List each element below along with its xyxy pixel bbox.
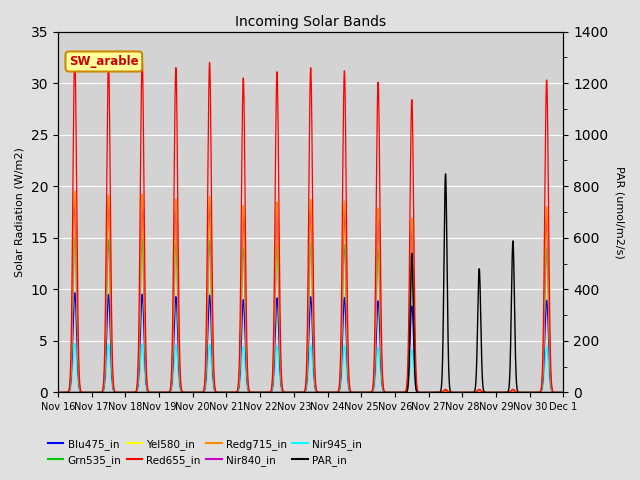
Title: Incoming Solar Bands: Incoming Solar Bands [235,15,387,29]
Legend: Blu475_in, Grn535_in, Yel580_in, Red655_in, Redg715_in, Nir840_in, Nir945_in, PA: Blu475_in, Grn535_in, Yel580_in, Red655_… [44,434,365,470]
Y-axis label: Solar Radiation (W/m2): Solar Radiation (W/m2) [15,147,25,277]
Y-axis label: PAR (umol/m2/s): PAR (umol/m2/s) [615,166,625,258]
Text: SW_arable: SW_arable [69,55,139,68]
